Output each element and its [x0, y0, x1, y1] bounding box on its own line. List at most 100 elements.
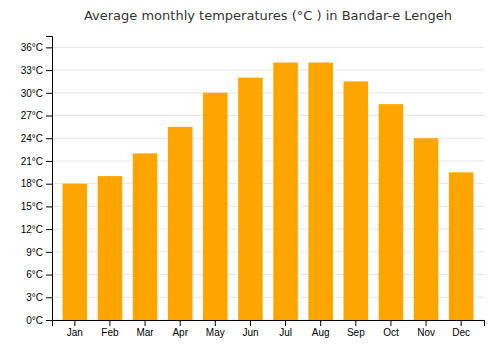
tick-label: Feb	[101, 327, 119, 338]
tick-mark	[390, 320, 391, 326]
tick: 15°C	[21, 201, 52, 212]
bar	[273, 63, 298, 320]
tick: 30°C	[21, 88, 52, 99]
grid-line	[52, 115, 484, 116]
tick-label: Jul	[279, 327, 292, 338]
tick: Dec	[452, 320, 470, 338]
tick-label: 24°C	[21, 133, 43, 144]
tick: 24°C	[21, 133, 52, 144]
bar	[449, 172, 474, 320]
tick-label: Jan	[67, 327, 83, 338]
tick-label: 27°C	[21, 110, 43, 121]
bars	[63, 63, 474, 320]
tick: 33°C	[21, 65, 52, 76]
grid	[52, 47, 484, 320]
tick-mark	[180, 320, 181, 326]
tick-label: 18°C	[21, 178, 43, 189]
tick-label: May	[206, 327, 225, 338]
tick-label: Apr	[172, 327, 188, 338]
tick-mark	[46, 93, 52, 94]
plot: 0°C 3°C 6°C 9°C 12°C 15°C 18°C 21°C 24°C 27°C 30°C…	[21, 37, 485, 339]
tick-label: Nov	[417, 327, 435, 338]
tick-mark	[46, 320, 52, 321]
tick: Aug	[312, 320, 330, 338]
tick-label: Dec	[452, 327, 470, 338]
tick-mark	[46, 206, 52, 207]
tick-label: Sep	[347, 327, 365, 338]
bar	[308, 63, 333, 320]
tick: Jan	[67, 320, 83, 338]
grid-line	[52, 92, 484, 93]
tick: 18°C	[21, 178, 52, 189]
tick-mark	[320, 320, 321, 326]
axis-line	[46, 37, 53, 321]
tick-mark	[74, 320, 75, 326]
tick-mark	[46, 70, 52, 71]
tick: May	[206, 320, 225, 338]
tick: 36°C	[21, 42, 52, 53]
tick-mark	[426, 320, 427, 326]
tick: Sep	[347, 320, 365, 338]
bar	[63, 184, 88, 320]
tick-mark	[285, 320, 286, 326]
tick-mark	[250, 320, 251, 326]
tick-label: 15°C	[21, 201, 43, 212]
tick-mark	[46, 229, 52, 230]
tick-mark	[145, 320, 146, 326]
x-axis: Jan Feb Mar Apr May Jun Jul Aug Sep Oct Nov Dec	[53, 320, 485, 338]
tick-label: 36°C	[21, 42, 43, 53]
tick: 21°C	[21, 156, 52, 167]
tick: 0°C	[26, 315, 52, 326]
tick-label: 12°C	[21, 224, 43, 235]
bar	[238, 78, 263, 320]
tick-label: 21°C	[21, 156, 43, 167]
title: Average monthly temperatures (°C ) in Ba…	[84, 8, 452, 23]
tick-label: 6°C	[26, 269, 43, 280]
tick-mark	[46, 138, 52, 139]
tick-mark	[461, 320, 462, 326]
chart: 0°C 3°C 6°C 9°C 12°C 15°C 18°C 21°C 24°C 27°C 30°C…	[0, 0, 500, 350]
tick: Apr	[172, 320, 188, 338]
tick-label: 30°C	[21, 88, 43, 99]
tick-label: 9°C	[26, 247, 43, 258]
bar	[379, 104, 404, 320]
tick-label: 3°C	[26, 292, 43, 303]
tick-label: Aug	[312, 327, 330, 338]
tick-mark	[46, 161, 52, 162]
tick-mark	[215, 320, 216, 326]
axis-line	[53, 321, 485, 327]
bar	[133, 153, 158, 320]
tick: Jul	[279, 320, 292, 338]
tick-label: Mar	[136, 327, 154, 338]
tick-label: 0°C	[26, 315, 43, 326]
tick: Jun	[242, 320, 258, 338]
tick: Feb	[101, 320, 119, 338]
tick: 3°C	[26, 292, 52, 303]
bar	[344, 81, 369, 320]
tick-mark	[46, 297, 52, 298]
tick: Nov	[417, 320, 435, 338]
tick-label: Oct	[383, 327, 399, 338]
bar	[414, 138, 439, 320]
tick: Mar	[136, 320, 154, 338]
tick-mark	[46, 275, 52, 276]
tick-label: 33°C	[21, 65, 43, 76]
grid-line	[52, 70, 484, 71]
bar	[203, 93, 228, 320]
grid-line	[52, 47, 484, 48]
tick: 12°C	[21, 224, 52, 235]
tick-mark	[46, 47, 52, 48]
tick-mark	[46, 116, 52, 117]
tick: 6°C	[26, 269, 52, 280]
tick: Oct	[383, 320, 399, 338]
tick: 27°C	[21, 110, 52, 121]
tick-mark	[46, 252, 52, 253]
bar	[98, 176, 123, 320]
tick-mark	[109, 320, 110, 326]
tick-mark	[355, 320, 356, 326]
tick-mark	[46, 184, 52, 185]
bar	[168, 127, 193, 320]
tick: 9°C	[26, 247, 52, 258]
tick-label: Jun	[242, 327, 258, 338]
y-axis: 0°C 3°C 6°C 9°C 12°C 15°C 18°C 21°C 24°C 27°C 30°C…	[21, 37, 53, 326]
